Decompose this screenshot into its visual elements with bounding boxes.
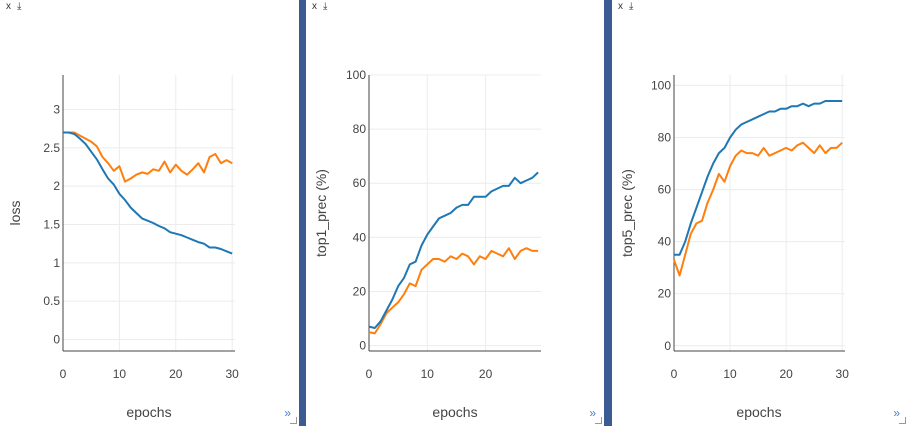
x-tick-label: 0 xyxy=(671,367,678,381)
series-line-0 xyxy=(63,131,233,255)
y-tick-label: 1 xyxy=(53,256,60,270)
x-tick-label: 20 xyxy=(779,367,793,381)
expand-icon[interactable]: » xyxy=(284,406,291,420)
chart-pane-loss: x ⤓ 0 0.5 1 1.5 2 2.5 3 0 10 20 30 epochs loss » xyxy=(0,0,299,426)
series-line-1 xyxy=(63,131,233,183)
y-tick-label: 80 xyxy=(353,122,367,136)
x-tick-label: 20 xyxy=(479,367,493,381)
top1-prec-chart: 0 20 40 60 80 100 0 10 20 epochs top1_prec (%) xyxy=(313,68,541,420)
download-icon[interactable]: ⤓ xyxy=(629,1,634,12)
x-tick-label: 0 xyxy=(60,367,67,381)
close-icon[interactable]: x xyxy=(312,1,317,12)
y-axis-title: loss xyxy=(7,201,23,226)
y-tick-label: 100 xyxy=(651,78,671,92)
y-tick-label: 20 xyxy=(658,287,672,301)
x-tick-label: 10 xyxy=(723,367,737,381)
expand-icon[interactable]: » xyxy=(893,406,900,420)
y-tick-label: 80 xyxy=(658,130,672,144)
download-icon[interactable]: ⤓ xyxy=(323,1,328,12)
chart-pane-top5: x ⤓ 0 20 40 60 80 100 0 10 20 30 epochs top5_prec (%… xyxy=(612,0,908,426)
chart-pane-top1: x ⤓ 0 20 40 60 80 100 0 10 20 epochs top1_prec (%) … xyxy=(306,0,604,426)
resize-handle[interactable] xyxy=(595,417,602,424)
x-tick-label: 30 xyxy=(226,367,240,381)
y-tick-label: 0 xyxy=(359,339,366,353)
expand-icon[interactable]: » xyxy=(589,406,596,420)
y-axis-title: top1_prec (%) xyxy=(313,169,329,257)
y-tick-label: 40 xyxy=(658,235,672,249)
y-tick-label: 0.5 xyxy=(43,294,60,308)
y-tick-label: 60 xyxy=(353,176,367,190)
x-tick-label: 10 xyxy=(421,367,435,381)
y-tick-label: 3 xyxy=(53,103,60,117)
series-line-1 xyxy=(673,141,843,277)
resize-handle[interactable] xyxy=(290,417,297,424)
download-icon[interactable]: ⤓ xyxy=(17,1,22,12)
y-tick-label: 60 xyxy=(658,183,672,197)
y-tick-label: 100 xyxy=(346,68,366,82)
x-tick-label: 20 xyxy=(169,367,183,381)
x-axis-title: epochs xyxy=(736,404,781,420)
y-tick-label: 0 xyxy=(664,339,671,353)
x-axis-title: epochs xyxy=(126,404,171,420)
series-line-0 xyxy=(368,171,539,329)
top5-prec-chart: 0 20 40 60 80 100 0 10 20 30 epochs top5_prec (%) xyxy=(619,75,850,420)
y-tick-label: 2 xyxy=(53,179,60,193)
pane-controls: x ⤓ xyxy=(312,1,333,13)
y-tick-label: 1.5 xyxy=(43,218,60,232)
x-tick-label: 0 xyxy=(366,367,373,381)
y-tick-label: 0 xyxy=(53,333,60,347)
x-tick-label: 30 xyxy=(836,367,850,381)
close-icon[interactable]: x xyxy=(6,1,11,12)
y-tick-label: 40 xyxy=(353,230,367,244)
pane-controls: x ⤓ xyxy=(618,1,639,13)
resize-handle[interactable] xyxy=(899,417,906,424)
series-line-0 xyxy=(674,100,843,256)
x-tick-label: 10 xyxy=(113,367,127,381)
y-tick-label: 2.5 xyxy=(43,141,60,155)
close-icon[interactable]: x xyxy=(618,1,623,12)
y-tick-label: 20 xyxy=(353,284,367,298)
y-axis-title: top5_prec (%) xyxy=(619,169,635,257)
pane-controls: x ⤓ xyxy=(6,1,27,13)
series-line-1 xyxy=(368,247,539,335)
x-axis-title: epochs xyxy=(432,404,477,420)
